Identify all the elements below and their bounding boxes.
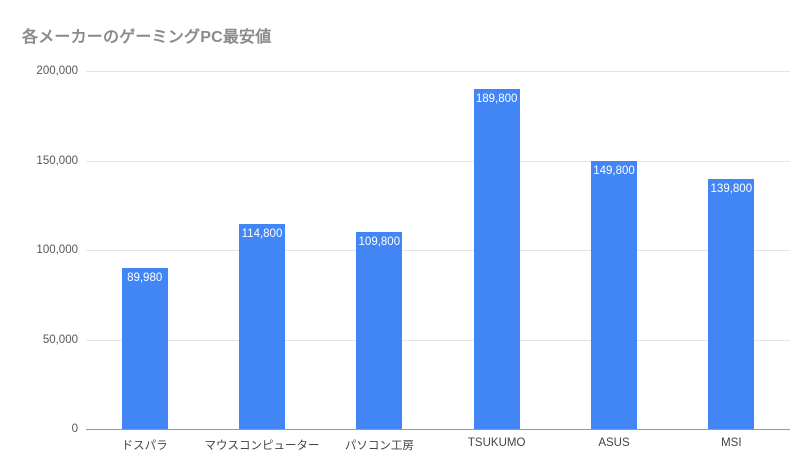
y-axis-tick-label: 150,000	[36, 154, 78, 167]
x-axis-tick-label: MSI	[721, 437, 742, 449]
x-axis-tick-label: パソコン工房	[344, 440, 414, 452]
gridline	[86, 71, 790, 72]
bar-value-label: 189,800	[475, 93, 518, 106]
plot-area: 89,980 114,800 109,800 189,800 149,800 139,80…	[86, 71, 790, 430]
bar[interactable]: 109,800	[356, 232, 403, 429]
bar-slot: 139,800	[673, 71, 790, 429]
gridline	[86, 339, 790, 341]
bar-value-label: 109,800	[358, 236, 401, 249]
x-axis-tick-label: ASUS	[598, 437, 630, 449]
x-axis-tick-label: マウスコンピューター	[204, 440, 320, 452]
y-axis-tick-label: 100,000	[36, 244, 78, 256]
x-axis-tick-label: TSUKUMO	[467, 437, 526, 449]
y-axis-tick-label: 50,000	[42, 333, 78, 346]
bar-slot: 114,800	[203, 71, 320, 429]
bar-group: 89,980 114,800 109,800 189,800 149,800 139,80…	[86, 71, 790, 429]
gridline	[86, 160, 790, 162]
y-axis-tick-label: 0	[71, 423, 78, 435]
bar-value-label: 149,800	[593, 164, 635, 177]
bar-slot: 109,800	[321, 71, 438, 429]
bar[interactable]: 89,980	[121, 267, 168, 429]
bar[interactable]: 189,800	[473, 89, 520, 429]
bar[interactable]: 149,800	[590, 160, 637, 429]
x-axis-tick-label: ドスパラ	[121, 440, 168, 452]
bar[interactable]: 139,800	[708, 178, 755, 429]
bar-value-label: 89,980	[127, 271, 163, 284]
bar-value-label: 139,800	[710, 182, 753, 195]
bar-slot: 89,980	[86, 71, 203, 429]
bar-value-label: 114,800	[241, 227, 283, 240]
bar-slot: 149,800	[555, 71, 672, 429]
axis-baseline	[86, 429, 790, 430]
y-axis-tick-label: 200,000	[36, 65, 78, 77]
bar[interactable]: 114,800	[238, 223, 285, 429]
chart-title: 各メーカーのゲーミングPC最安値	[22, 29, 272, 46]
gridline	[86, 250, 790, 251]
bar-slot: 189,800	[438, 71, 555, 429]
